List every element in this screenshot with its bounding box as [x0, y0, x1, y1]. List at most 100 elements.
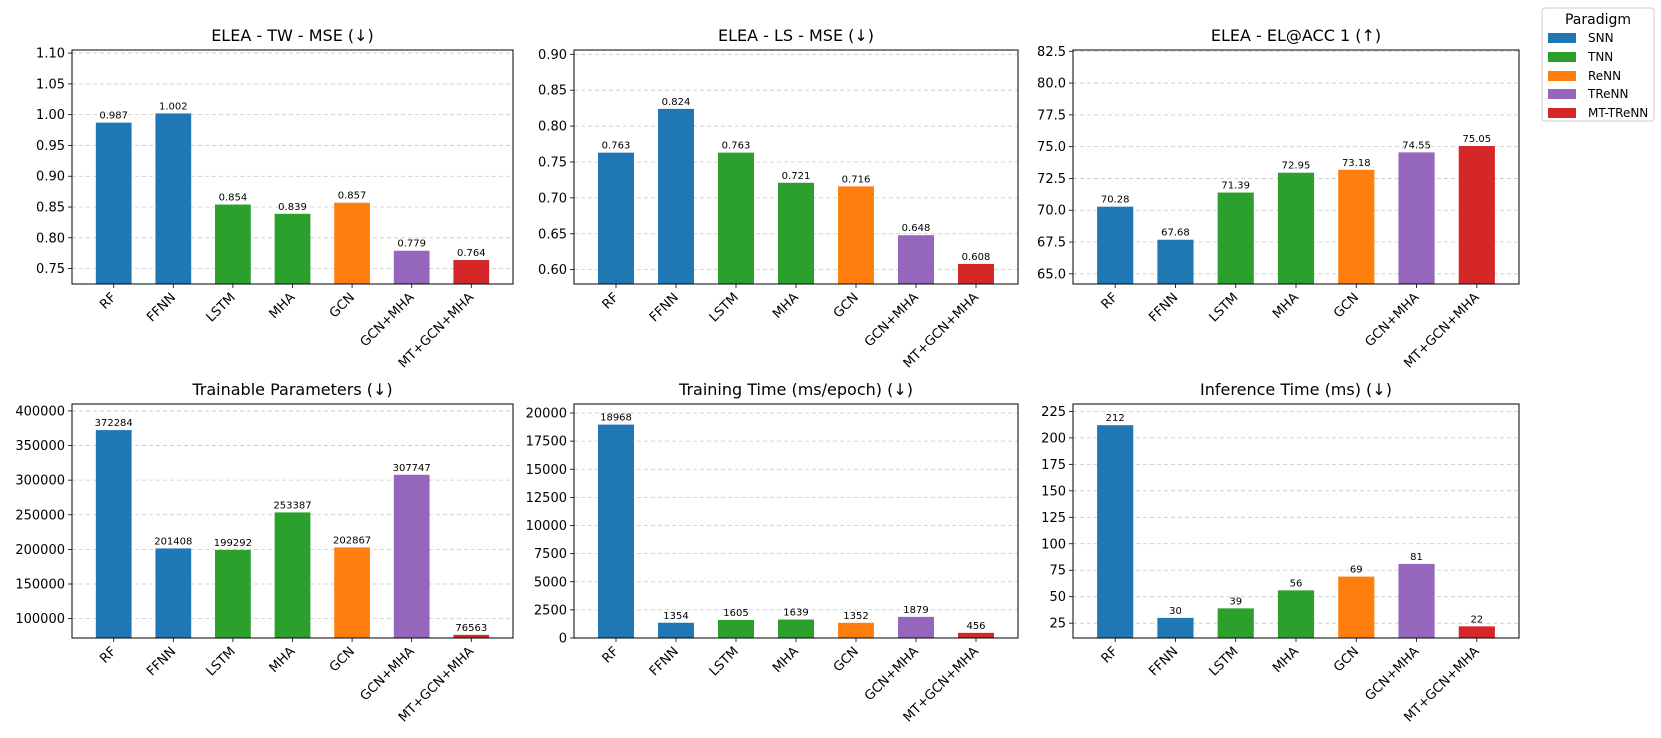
y-tick-label: 200 [1041, 431, 1066, 446]
x-tick-label-gcn: GCN [327, 644, 358, 675]
bar-rf [598, 152, 634, 284]
y-tick-label: 7500 [534, 547, 567, 562]
legend-label-tnn: TNN [1587, 50, 1613, 64]
bar-gcn [334, 202, 370, 284]
y-tick-label: 150000 [15, 578, 65, 593]
legend-label-renn: ReNN [1588, 69, 1621, 83]
y-tick-label: 0.80 [538, 120, 567, 135]
bar-ffnn [1157, 239, 1194, 284]
legend-label-trenn: TReNN [1587, 87, 1628, 101]
data-label: 0.648 [902, 223, 931, 234]
x-tick-label-gcn-mha: GCN+MHA [862, 290, 922, 350]
bar-ffnn [1157, 617, 1194, 638]
chart-title: Training Time (ms/epoch) (↓) [678, 380, 913, 399]
plot-frame [1072, 49, 1520, 285]
data-label: 253387 [273, 500, 311, 511]
y-tick-label: 0.95 [36, 139, 65, 154]
y-tick-label: 125 [1041, 511, 1066, 526]
y-tick-label: 0.75 [538, 155, 567, 170]
bar-mt-gcn-mha [958, 632, 994, 638]
data-label: 202867 [333, 535, 371, 546]
x-tick-label-ffnn: FFNN [1146, 290, 1181, 325]
y-tick-label: 1.00 [36, 108, 65, 123]
y-tick-label: 1.05 [36, 77, 65, 92]
data-label: 1639 [783, 608, 808, 619]
x-tick-label-ffnn: FFNN [647, 644, 682, 679]
y-tick-label: 2500 [534, 603, 567, 618]
bar-gcn [1338, 169, 1375, 284]
data-label: 212 [1106, 413, 1125, 424]
y-tick-label: 0.60 [538, 263, 567, 278]
bar-mt-gcn-mha [958, 263, 994, 284]
data-label: 0.839 [278, 202, 307, 213]
x-tick-label-gcn-mha: GCN+MHA [358, 644, 418, 704]
bar-ffnn [155, 548, 192, 638]
chart-title: Inference Time (ms) (↓) [1200, 380, 1392, 399]
x-tick-label-lstm: LSTM [1206, 644, 1241, 679]
bar-lstm [718, 152, 754, 284]
y-tick-label: 0.75 [36, 262, 65, 277]
chart-panel-2: 0.763 RF 0.824 FFNN 0.763 LSTM 0.721 MHA 0.716 GC… [538, 26, 1019, 371]
data-label: 74.55 [1402, 140, 1431, 151]
data-label: 201408 [154, 536, 192, 547]
bar-rf [95, 122, 132, 285]
bar-gcn-mha [393, 474, 430, 638]
y-tick-label: 175 [1041, 458, 1066, 473]
x-tick-label-lstm: LSTM [204, 290, 239, 325]
data-label: 0.721 [782, 171, 811, 182]
chart-title: ELEA - TW - MSE (↓) [211, 26, 374, 45]
data-label: 22 [1470, 614, 1483, 625]
bar-gcn-mha [898, 235, 934, 284]
y-tick-label: 350000 [15, 439, 65, 454]
bar-lstm [718, 619, 754, 638]
bar-ffnn [658, 108, 694, 285]
y-tick-label: 10000 [526, 519, 567, 534]
bar-gcn-mha [898, 616, 934, 638]
data-label: 1352 [843, 611, 868, 622]
y-tick-label: 0.65 [538, 227, 567, 242]
data-label: 30 [1169, 606, 1182, 617]
bar-mha [1277, 590, 1315, 638]
x-tick-label-mha: MHA [770, 644, 802, 676]
x-tick-label-ffnn: FFNN [647, 290, 682, 325]
x-tick-label-gcn-mha: GCN+MHA [1363, 290, 1423, 350]
bar-mha [778, 182, 814, 284]
y-tick-label: 0.85 [36, 201, 65, 216]
x-tick-label-rf: RF [1099, 644, 1121, 666]
y-tick-label: 67.5 [1037, 236, 1066, 251]
data-label: 1354 [663, 611, 688, 622]
y-tick-label: 5000 [534, 575, 567, 590]
bar-gcn [838, 622, 874, 638]
x-tick-label-gcn: GCN [831, 290, 862, 321]
x-tick-label-rf: RF [600, 644, 622, 666]
y-tick-label: 12500 [526, 491, 567, 506]
x-tick-label-mha: MHA [267, 290, 299, 322]
x-tick-label-lstm: LSTM [707, 644, 742, 679]
data-label: 72.95 [1282, 161, 1311, 172]
legend-entry-renn: ReNN [1548, 69, 1621, 83]
bar-mt-gcn-mha [453, 259, 490, 284]
y-tick-label: 72.5 [1037, 172, 1066, 187]
y-tick-label: 0.70 [538, 191, 567, 206]
legend-entry-tnn: TNN [1548, 50, 1613, 64]
data-label: 73.18 [1342, 158, 1371, 169]
data-label: 75.05 [1462, 134, 1491, 145]
legend-entry-mt-trenn: MT-TReNN [1548, 106, 1648, 120]
y-tick-label: 82.5 [1037, 45, 1066, 60]
x-tick-label-rf: RF [97, 644, 119, 666]
data-label: 0.716 [842, 174, 871, 185]
plot-frame [1072, 403, 1520, 639]
data-label: 307747 [393, 463, 431, 474]
y-tick-label: 0 [559, 632, 567, 647]
x-tick-label-lstm: LSTM [204, 644, 239, 679]
data-label: 0.824 [662, 97, 691, 108]
bar-lstm [1217, 608, 1254, 638]
data-label: 0.764 [457, 248, 486, 259]
legend-label-mt-trenn: MT-TReNN [1588, 106, 1648, 120]
data-label: 0.763 [722, 141, 751, 152]
bar-gcn-mha [1398, 152, 1435, 284]
x-tick-label-lstm: LSTM [707, 290, 742, 325]
x-tick-label-rf: RF [600, 290, 622, 312]
bar-gcn-mha [393, 250, 430, 284]
